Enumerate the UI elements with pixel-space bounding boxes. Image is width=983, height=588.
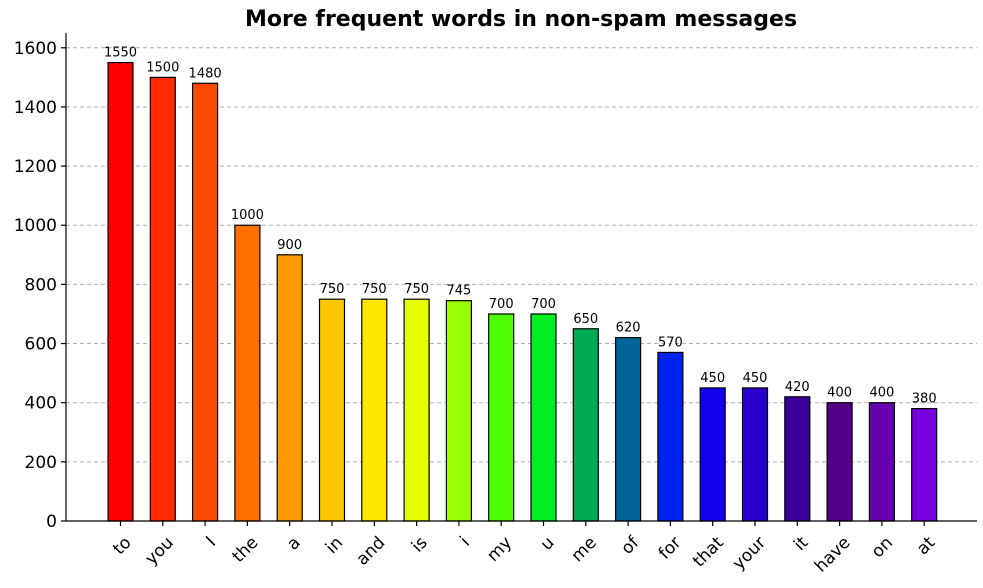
value-labels: 1550 1500 1480 1000 900 750 750 750 745 700 700 650… (104, 46, 937, 407)
y-tick-label: 800 (25, 275, 57, 295)
value-label: 570 (658, 335, 683, 350)
bar-to (107, 61, 134, 522)
bar-have (826, 402, 853, 522)
x-tick-label: have (811, 533, 855, 577)
bars (107, 61, 938, 522)
value-label: 1500 (146, 60, 179, 75)
value-label: 620 (616, 321, 641, 336)
axes (61, 33, 977, 526)
x-tick-label: that (689, 533, 728, 572)
x-tick-label: it (790, 533, 812, 555)
bar-I (192, 82, 219, 522)
bar-me (572, 328, 599, 522)
value-label: 400 (869, 386, 894, 401)
value-label: 750 (404, 282, 429, 297)
x-tick-label: to (109, 533, 135, 559)
value-label: 450 (700, 371, 725, 386)
bar-the (234, 224, 261, 522)
bar-in (318, 298, 346, 522)
x-tick-label: the (229, 533, 263, 567)
bar-of (614, 337, 642, 522)
x-tick-label: your (729, 533, 770, 574)
y-tick-label: 0 (46, 512, 57, 532)
value-label: 400 (827, 386, 852, 401)
bar-i (445, 300, 472, 522)
grid-lines (66, 47, 977, 463)
x-tick-label: of (617, 532, 643, 558)
bar-u (530, 313, 557, 522)
value-label: 700 (531, 297, 556, 312)
x-tick-label: u (537, 533, 559, 555)
x-tick-label: on (868, 533, 897, 562)
x-tick-label: and (353, 533, 390, 570)
bar-that (699, 387, 726, 522)
value-label: 420 (785, 380, 810, 395)
y-tick-label: 1400 (14, 98, 57, 118)
chart-title: More frequent words in non-spam messages (245, 7, 797, 32)
y-tick-label: 1200 (14, 157, 57, 177)
value-label: 700 (489, 297, 514, 312)
x-tick-label: you (142, 533, 178, 569)
y-tick-label: 400 (25, 394, 57, 414)
x-tick-label: is (408, 533, 432, 557)
value-label: 900 (277, 238, 302, 253)
value-label: 750 (362, 282, 387, 297)
bar-on (868, 402, 896, 522)
value-label: 650 (573, 312, 598, 327)
x-tick-label: a (283, 533, 305, 555)
bar-a (276, 254, 303, 522)
bar-for (657, 351, 684, 522)
value-label: 1480 (189, 66, 222, 81)
y-tick-labels: 0 200 400 600 800 1000 1200 1400 1600 (14, 39, 57, 532)
y-tick-label: 200 (25, 453, 57, 473)
bar-is (403, 298, 430, 522)
x-tick-label: for (655, 533, 686, 564)
x-tick-label: in (322, 533, 347, 558)
x-tick-label: me (568, 533, 601, 566)
y-tick-label: 1000 (14, 216, 57, 236)
value-label: 750 (320, 282, 345, 297)
bar-my (488, 313, 515, 522)
y-tick-label: 600 (25, 335, 57, 355)
value-label: 1550 (104, 46, 137, 61)
y-tick-label: 1600 (14, 39, 57, 59)
value-label: 380 (912, 392, 937, 407)
x-tick-label: at (913, 533, 939, 559)
bar-you (149, 76, 176, 522)
value-label: 745 (446, 284, 471, 299)
value-label: 1000 (231, 208, 264, 223)
x-tick-label: I (202, 533, 220, 551)
value-label: 450 (743, 371, 768, 386)
x-tick-label: my (483, 533, 516, 566)
bar-it (784, 396, 811, 522)
bar-and (361, 298, 388, 522)
bar-your (741, 387, 769, 522)
bar-at (911, 408, 938, 522)
x-tick-label: i (456, 533, 473, 550)
